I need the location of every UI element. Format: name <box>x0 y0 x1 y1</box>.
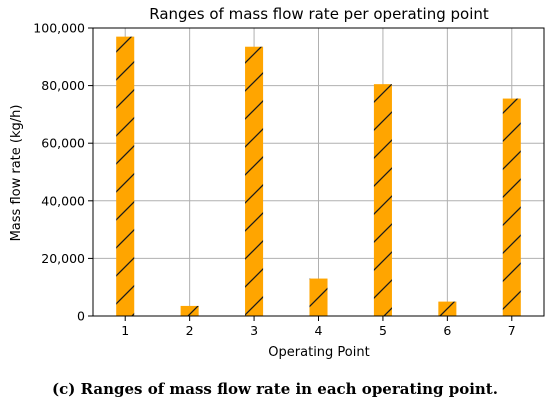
bar-operating-point-6 <box>438 301 457 316</box>
bar-operating-point-4 <box>309 278 328 316</box>
x-axis-label: Operating Point <box>268 345 369 360</box>
x-tick-label: 3 <box>250 323 258 338</box>
bars <box>116 36 521 316</box>
x-tick-label: 4 <box>315 323 323 338</box>
x-tick-label: 7 <box>508 323 516 338</box>
x-tick-label: 1 <box>121 323 129 338</box>
x-tick-label: 5 <box>379 323 387 338</box>
y-axis-ticks: 0 20,000 40,000 60,000 80,000 100,000 <box>33 21 93 324</box>
x-tick-label: 2 <box>186 323 194 338</box>
y-tick-label: 20,000 <box>41 251 85 266</box>
y-tick-label: 40,000 <box>41 193 85 208</box>
y-tick-label: 80,000 <box>41 78 85 93</box>
y-tick-label: 0 <box>77 309 85 324</box>
bar-operating-point-5 <box>373 84 392 316</box>
figure-caption: (c) Ranges of mass flow rate in each ope… <box>52 380 498 398</box>
bar-operating-point-7 <box>502 98 521 316</box>
x-axis-ticks: 1 2 3 4 5 6 7 <box>121 316 516 338</box>
bar-operating-point-3 <box>245 46 264 316</box>
chart-title: Ranges of mass flow rate per operating p… <box>149 5 489 23</box>
y-tick-label: 100,000 <box>33 21 85 36</box>
bar-operating-point-2 <box>180 305 199 316</box>
y-axis-label: Mass flow rate (kg/h) <box>9 105 24 242</box>
bar-chart: Ranges of mass flow rate per operating p… <box>9 5 545 360</box>
x-tick-label: 6 <box>443 323 451 338</box>
y-tick-label: 60,000 <box>41 136 85 151</box>
bar-operating-point-1 <box>116 36 135 316</box>
grid-lines <box>93 27 544 317</box>
